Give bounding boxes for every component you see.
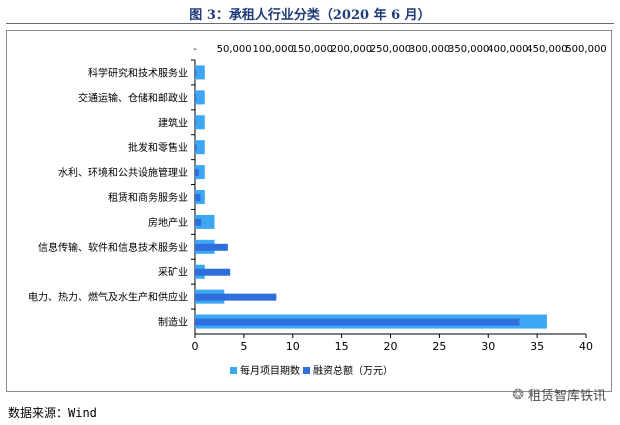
watermark: ❂ 租赁智库铁讯 [512, 385, 606, 405]
top-tick-label: 400,000 [487, 44, 528, 55]
category-label: 批发和零售业 [128, 141, 188, 154]
legend-label-amount: 融资总额（万元） [313, 364, 393, 377]
bar-amount [195, 243, 228, 251]
bars [195, 65, 547, 329]
legend: 每月项目期数 融资总额（万元） [230, 364, 393, 377]
legend-swatch-count [230, 367, 237, 374]
category-label: 信息传输、软件和信息技术服务业 [38, 241, 188, 254]
top-tick-label: 250,000 [370, 44, 411, 55]
bar-count [195, 140, 205, 155]
top-tick-label: 200,000 [331, 44, 372, 55]
bottom-axis: 0 5 10 15 20 25 30 35 40 [192, 60, 593, 353]
bar-amount [195, 293, 277, 301]
bar-amount [195, 169, 199, 177]
bar-count [195, 115, 205, 130]
bar-amount [195, 94, 197, 102]
wechat-icon: ❂ [512, 386, 524, 403]
top-tick-label: 300,000 [409, 44, 450, 55]
legend-label-count: 每月项目期数 [240, 364, 300, 377]
legend-swatch-amount [303, 367, 310, 374]
bar-amount [195, 119, 196, 127]
bottom-tick-label: 20 [384, 340, 398, 353]
top-tick-label: 150,000 [292, 44, 333, 55]
bottom-tick-label: 0 [192, 340, 199, 353]
top-tick-label: 500,000 [565, 44, 606, 55]
data-source-note: 数据来源：Wind [8, 406, 97, 420]
category-label: 采矿业 [158, 266, 188, 279]
category-label: 建筑业 [158, 116, 188, 129]
bar-amount [195, 144, 197, 152]
bar-amount [195, 268, 231, 276]
category-label: 交通运输、仓储和邮政业 [78, 91, 188, 104]
chart-title: 图 3：承租人行业分类（2020 年 6 月） [189, 8, 431, 23]
bottom-tick-label: 35 [530, 340, 544, 353]
category-label: 租赁和商务服务业 [108, 191, 188, 204]
top-tick-label: 450,000 [526, 44, 567, 55]
bottom-tick-label: 25 [432, 340, 446, 353]
watermark-text: 租赁智库铁讯 [527, 389, 606, 404]
bar-amount [195, 69, 197, 77]
bar-count [195, 90, 205, 105]
category-axis: 科学研究和技术服务业交通运输、仓储和邮政业建筑业批发和零售业水利、环境和公共设施… [28, 59, 195, 329]
top-tick-label: 50,000 [217, 44, 252, 55]
bar-amount [195, 318, 520, 326]
top-tick-label: 100,000 [253, 44, 294, 55]
category-label: 科学研究和技术服务业 [88, 66, 188, 79]
bottom-tick-label: 30 [481, 340, 495, 353]
category-label: 电力、热力、燃气及水生产和供应业 [28, 291, 188, 304]
category-label: 制造业 [158, 316, 188, 329]
chart-frame [6, 30, 612, 392]
top-tick-label: - [193, 44, 197, 55]
bar-count [195, 65, 205, 80]
bar-amount [195, 218, 202, 226]
category-label: 房地产业 [148, 216, 188, 229]
bottom-tick-label: 10 [286, 340, 300, 353]
bar-amount [195, 194, 201, 201]
category-label: 水利、环境和公共设施管理业 [58, 166, 188, 179]
bottom-tick-label: 40 [579, 340, 593, 353]
title-divider [6, 23, 614, 24]
bottom-tick-label: 5 [240, 340, 247, 353]
top-axis: - 50,000 100,000150,000200,000250,000300,0… [193, 44, 606, 55]
bottom-tick-label: 15 [335, 340, 349, 353]
bar-count [195, 165, 205, 180]
top-tick-label: 350,000 [448, 44, 489, 55]
